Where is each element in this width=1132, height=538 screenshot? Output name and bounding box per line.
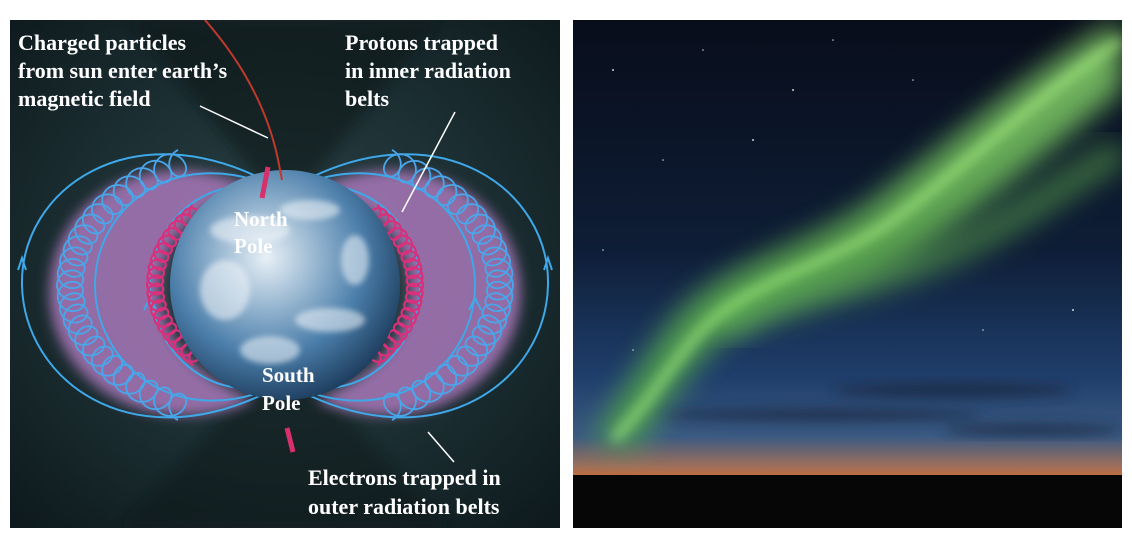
north-pole-label: North Pole [234,207,293,258]
ground-silhouette [573,475,1122,528]
aurora-band [593,20,1122,450]
south-pole-label: South Pole [262,363,320,415]
north-pole-particle-marker [259,166,271,199]
earth-globe [170,170,400,400]
aurora-svg [573,20,1122,528]
inner-belt-spiral-left [145,203,202,367]
clouds [663,382,1122,436]
outer-belt-spiral-right [383,149,514,421]
protons-label: Protons trapped in inner radiation belts [345,30,516,111]
outer-belt-spiral-left [56,149,187,421]
polar-cusp-top [130,20,440,180]
stars [602,39,1074,351]
polar-cusp-bottom [120,380,450,528]
inner-belt-spiral-right [368,203,425,367]
charged-particles-label: Charged particles from sun enter earth’s… [18,30,233,111]
aurora-photo [573,20,1122,528]
magnetosphere-svg: Charged particles from sun enter earth’s… [10,20,560,528]
leader-lines [199,105,456,463]
electrons-label: Electrons trapped in outer radiation bel… [308,465,506,519]
south-pole-particle-marker [284,427,296,453]
charged-particle-track [204,20,283,181]
magnetosphere-diagram: Charged particles from sun enter earth’s… [10,20,560,528]
